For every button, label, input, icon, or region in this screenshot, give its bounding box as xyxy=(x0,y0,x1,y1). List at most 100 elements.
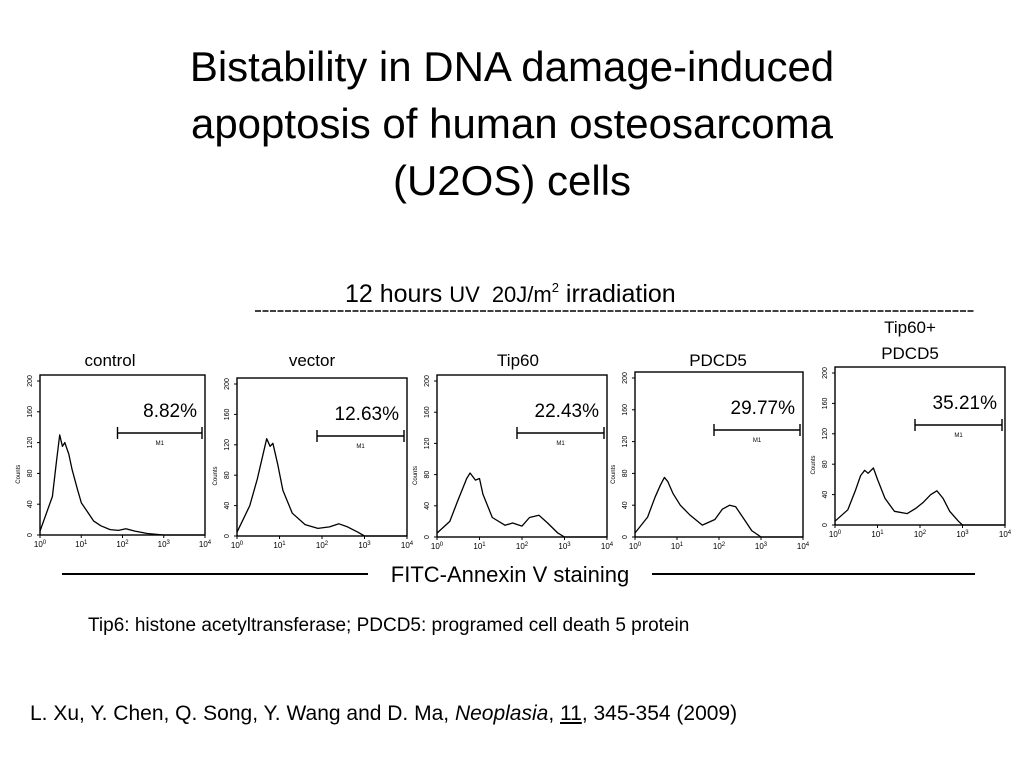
y-tick-label: 80 xyxy=(822,460,829,468)
x-tick-exponent: 1 xyxy=(482,542,486,548)
header-uv: UV xyxy=(449,282,480,307)
gate-label: M1 xyxy=(156,441,165,447)
footnote: Tip6: histone acetyltransferase; PDCD5: … xyxy=(88,615,690,636)
x-tick-label: 102 xyxy=(516,542,529,551)
x-tick-label: 103 xyxy=(755,542,768,551)
histogram-line xyxy=(236,438,407,537)
x-tick-exponent: 0 xyxy=(440,542,444,548)
y-tick-label: 80 xyxy=(27,469,34,477)
y-tick-label: 80 xyxy=(224,471,231,479)
x-tick-exponent: 1 xyxy=(84,540,88,546)
y-tick-label: 200 xyxy=(27,375,34,387)
title-line: apoptosis of human osteosarcoma xyxy=(190,100,834,147)
x-tick-label: 100 xyxy=(231,541,244,550)
x-tick-label: 104 xyxy=(199,540,212,549)
x-tick-label: 100 xyxy=(431,542,444,551)
y-tick-label: 40 xyxy=(224,502,231,510)
slide-title: Bistability in DNA damage-induced apopto… xyxy=(62,38,962,209)
histogram-line xyxy=(634,476,803,538)
y-tick-label: 120 xyxy=(424,437,431,449)
x-tick-label: 104 xyxy=(797,542,810,551)
x-tick-exponent: 1 xyxy=(282,541,286,547)
x-tick-exponent: 2 xyxy=(125,540,129,546)
y-tick-label: 0 xyxy=(27,533,34,537)
header-dose: 20J/m xyxy=(492,282,552,307)
x-tick-label: 101 xyxy=(671,542,684,551)
x-tick-exponent: 4 xyxy=(208,540,212,546)
x-tick-exponent: 0 xyxy=(838,530,842,536)
gate-label: M1 xyxy=(753,438,762,444)
x-tick-exponent: 0 xyxy=(638,542,642,548)
y-tick-label: 160 xyxy=(224,408,231,420)
header-prefix: 12 hours xyxy=(345,280,449,308)
y-tick-label: 160 xyxy=(622,404,629,416)
x-tick-label: 101 xyxy=(473,542,486,551)
y-tick-label: 0 xyxy=(424,535,431,539)
title-line: Bistability in DNA damage-induced xyxy=(189,43,835,90)
x-tick-exponent: 4 xyxy=(1008,530,1012,536)
gate-percent: 22.43% xyxy=(535,401,600,422)
y-axis-label: Counts xyxy=(413,466,419,485)
y-tick-label: 200 xyxy=(822,367,829,379)
panel-title: PDCD5 xyxy=(881,344,939,363)
y-tick-label: 200 xyxy=(224,378,231,390)
gate-percent: 35.21% xyxy=(933,393,998,414)
x-tick-label: 100 xyxy=(629,542,642,551)
y-tick-label: 120 xyxy=(224,439,231,451)
x-tick-exponent: 3 xyxy=(965,530,969,536)
plot-frame xyxy=(436,374,608,538)
x-tick-exponent: 4 xyxy=(410,541,414,547)
histogram-line xyxy=(834,467,1005,526)
x-tick-label: 102 xyxy=(316,541,329,550)
gate-percent: 8.82% xyxy=(143,401,197,422)
histogram-line xyxy=(39,434,205,536)
title-line: (U2OS) cells xyxy=(392,157,632,204)
plot-frame xyxy=(634,371,804,538)
y-tick-label: 120 xyxy=(822,428,829,440)
plot-frame xyxy=(39,374,206,536)
x-tick-label: 102 xyxy=(914,530,927,539)
x-tick-exponent: 2 xyxy=(923,530,927,536)
y-tick-label: 0 xyxy=(224,534,231,538)
x-tick-exponent: 1 xyxy=(680,542,684,548)
x-tick-label: 102 xyxy=(713,542,726,551)
gate-percent: 29.77% xyxy=(731,398,796,419)
citation-journal: Neoplasia xyxy=(454,702,549,725)
x-tick-exponent: 3 xyxy=(764,542,768,548)
x-tick-exponent: 4 xyxy=(806,542,810,548)
citation-authors: L. Xu, Y. Chen, Q. Song, Y. Wang and D. … xyxy=(30,702,455,725)
x-tick-exponent: 2 xyxy=(325,541,329,547)
panel-title: Tip60+ xyxy=(884,318,936,337)
header-dose-superscript: 2 xyxy=(552,280,559,295)
y-axis-label: Counts xyxy=(611,465,617,484)
x-tick-label: 101 xyxy=(273,541,286,550)
x-tick-label: 100 xyxy=(34,540,47,549)
citation-volume: 11 xyxy=(560,702,582,725)
panel-title: control xyxy=(84,351,135,370)
gate-label: M1 xyxy=(356,444,365,450)
x-tick-label: 104 xyxy=(601,542,614,551)
x-tick-exponent: 2 xyxy=(525,542,529,548)
x-tick-exponent: 3 xyxy=(567,542,571,548)
header-suffix: irradiation xyxy=(559,280,676,308)
panel-title: PDCD5 xyxy=(689,351,747,370)
x-axis-label: FITC-Annexin V staining xyxy=(391,562,629,587)
y-tick-label: 160 xyxy=(27,406,34,418)
y-tick-label: 200 xyxy=(424,375,431,387)
x-tick-label: 104 xyxy=(401,541,414,550)
x-tick-exponent: 2 xyxy=(722,542,726,548)
y-tick-label: 160 xyxy=(424,406,431,418)
histogram-line xyxy=(436,472,607,538)
gate-label: M1 xyxy=(556,441,565,447)
gate-percent: 12.63% xyxy=(335,404,400,425)
x-tick-exponent: 3 xyxy=(367,541,371,547)
y-tick-label: 120 xyxy=(27,437,34,449)
irradiation-header: 12 hours UV 20J/m2 irradiation xyxy=(345,280,676,308)
citation-sep: , xyxy=(548,702,561,725)
y-axis-label: Counts xyxy=(16,465,22,484)
